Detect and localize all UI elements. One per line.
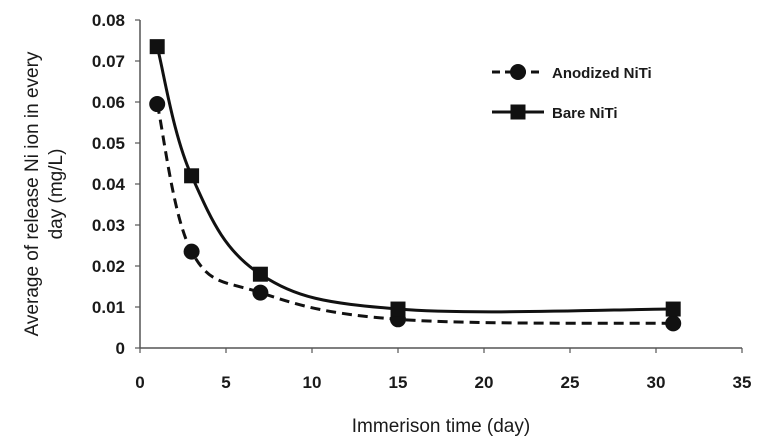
y-tick-label: 0.07 xyxy=(92,52,125,71)
legend-marker-anodized-niti xyxy=(510,64,526,80)
x-tick-label: 5 xyxy=(221,373,230,392)
data-point-bare-niti xyxy=(184,168,200,184)
x-axis-title: Immerison time (day) xyxy=(352,416,530,437)
x-tick-label: 30 xyxy=(647,373,666,392)
series-layer xyxy=(149,39,682,332)
legend-item-bare-niti: Bare NiTi xyxy=(492,104,618,122)
data-point-anodized-niti xyxy=(183,243,200,260)
series-line-anodized-niti xyxy=(155,103,674,325)
x-tick-label: 10 xyxy=(303,373,322,392)
legend-label-bare-niti: Bare NiTi xyxy=(552,105,618,122)
data-point-bare-niti xyxy=(149,39,165,55)
y-tick-label: 0.06 xyxy=(92,93,125,112)
x-tick-label: 35 xyxy=(733,373,752,392)
data-point-anodized-niti xyxy=(149,96,166,113)
tick-labels: 0 5 10 15 20 25 30 35 0 0.01 0.02 0.03 0.04 0.05 0.06 0… xyxy=(92,11,752,392)
x-tick-label: 15 xyxy=(389,373,408,392)
y-tick-label: 0.01 xyxy=(92,298,125,317)
legend: Anodized NiTi Bare NiTi xyxy=(492,64,652,122)
legend-marker-bare-niti xyxy=(510,104,526,120)
series-anodized-niti xyxy=(149,96,682,332)
data-point-bare-niti xyxy=(665,301,681,317)
data-point-anodized-niti xyxy=(252,284,269,301)
series-bare-niti xyxy=(149,39,681,317)
y-axis-title-line-1: Average of release Ni ion in every xyxy=(22,51,43,336)
data-point-anodized-niti xyxy=(665,315,682,332)
y-tick-label: 0.04 xyxy=(92,175,126,194)
y-tick-label: 0.03 xyxy=(92,216,125,235)
axes xyxy=(135,19,743,353)
data-point-bare-niti xyxy=(390,301,406,317)
series-line-bare-niti xyxy=(155,46,674,314)
y-tick-label: 0.05 xyxy=(92,134,125,153)
y-tick-label: 0.02 xyxy=(92,257,125,276)
y-axis-title-line-2: day (mg/L) xyxy=(46,149,67,240)
x-tick-label: 20 xyxy=(475,373,494,392)
legend-item-anodized-niti: Anodized NiTi xyxy=(492,64,652,82)
y-tick-label: 0.08 xyxy=(92,11,125,30)
x-tick-label: 0 xyxy=(135,373,144,392)
legend-label-anodized-niti: Anodized NiTi xyxy=(552,65,652,82)
y-tick-label: 0 xyxy=(116,339,125,358)
x-tick-label: 25 xyxy=(561,373,580,392)
data-point-bare-niti xyxy=(252,266,268,282)
